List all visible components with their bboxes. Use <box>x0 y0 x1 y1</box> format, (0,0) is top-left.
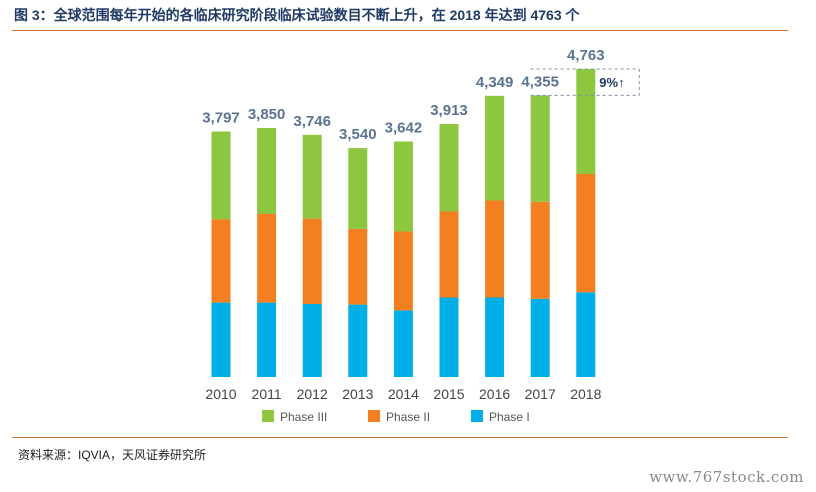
bar-phase-iii-2013 <box>348 148 368 229</box>
bar-phase-i-2016 <box>485 297 505 377</box>
bar-phase-ii-2012 <box>302 218 322 304</box>
x-tick-2013: 2013 <box>342 386 373 402</box>
bar-phase-iii-2012 <box>302 134 322 219</box>
legend-swatch-phase-ii <box>368 410 380 422</box>
bar-phase-ii-2010 <box>211 219 231 303</box>
total-label-2016: 4,349 <box>476 74 514 91</box>
x-tick-2014: 2014 <box>388 386 419 402</box>
bar-phase-i-2012 <box>302 303 322 377</box>
x-tick-2012: 2012 <box>297 386 328 402</box>
total-label-2012: 3,746 <box>293 113 331 130</box>
bar-phase-iii-2017 <box>530 95 550 202</box>
x-tick-2016: 2016 <box>479 386 510 402</box>
bar-phase-iii-2014 <box>393 141 413 232</box>
x-tick-2018: 2018 <box>570 386 601 402</box>
total-label-2015: 3,913 <box>430 102 468 119</box>
total-label-2017: 4,355 <box>521 73 559 90</box>
stacked-bar-chart: 3,797 3,850 3,746 3,540 3,642 3,913 4,349 4,355… <box>202 47 640 424</box>
source-note: 资料来源：IQVIA，天风证券研究所 <box>18 448 207 462</box>
bar-phase-ii-2014 <box>393 231 413 311</box>
bars-layer <box>211 69 596 377</box>
legend-swatch-phase-i <box>471 410 483 422</box>
legend-swatch-phase-iii <box>262 410 274 422</box>
bar-phase-iii-2015 <box>439 124 459 212</box>
bar-phase-ii-2016 <box>485 200 505 298</box>
bar-phase-i-2011 <box>257 302 277 377</box>
bar-phase-iii-2016 <box>485 95 505 201</box>
total-labels-layer: 3,797 3,850 3,746 3,540 3,642 3,913 4,349 4,355… <box>202 47 604 143</box>
growth-annotation: 9%↑ <box>530 68 640 96</box>
total-label-2011: 3,850 <box>248 106 286 123</box>
source-divider <box>12 437 788 438</box>
legend-label-phase-ii: Phase II <box>386 410 430 424</box>
x-tick-2011: 2011 <box>252 386 282 402</box>
bar-phase-iii-2010 <box>211 131 231 220</box>
bar-phase-ii-2018 <box>576 174 596 293</box>
total-label-2018: 4,763 <box>567 47 605 64</box>
total-label-2013: 3,540 <box>339 126 377 143</box>
x-tick-2015: 2015 <box>433 386 464 402</box>
figure-title: 图 3：全球范围每年开始的各临床研究阶段临床试验数目不断上升，在 2018 年达… <box>14 7 580 23</box>
bar-phase-i-2010 <box>211 302 231 377</box>
bar-phase-i-2018 <box>576 292 596 377</box>
bar-phase-ii-2011 <box>257 214 277 303</box>
chart-legend: Phase III Phase II Phase I <box>262 410 530 424</box>
bar-phase-i-2013 <box>348 304 368 377</box>
bar-phase-ii-2013 <box>348 228 368 305</box>
total-label-2014: 3,642 <box>385 120 423 137</box>
bar-phase-ii-2017 <box>530 201 550 299</box>
annotation-text: 9%↑ <box>599 75 624 90</box>
total-label-2010: 3,797 <box>202 110 240 127</box>
title-divider <box>12 30 788 31</box>
legend-label-phase-iii: Phase III <box>280 410 327 424</box>
x-tick-2010: 2010 <box>205 386 236 402</box>
x-axis-tick-labels: 2010 2011 2012 2013 2014 2015 2016 2017 2018 <box>205 386 601 402</box>
bar-phase-i-2014 <box>393 310 413 377</box>
bar-phase-iii-2018 <box>576 69 596 174</box>
bar-phase-i-2015 <box>439 297 459 377</box>
bar-phase-iii-2011 <box>257 128 277 214</box>
bar-phase-i-2017 <box>530 298 550 377</box>
watermark: www.767stock.com <box>649 468 804 486</box>
bar-phase-ii-2015 <box>439 211 459 298</box>
x-tick-2017: 2017 <box>525 386 556 402</box>
legend-label-phase-i: Phase I <box>489 410 530 424</box>
